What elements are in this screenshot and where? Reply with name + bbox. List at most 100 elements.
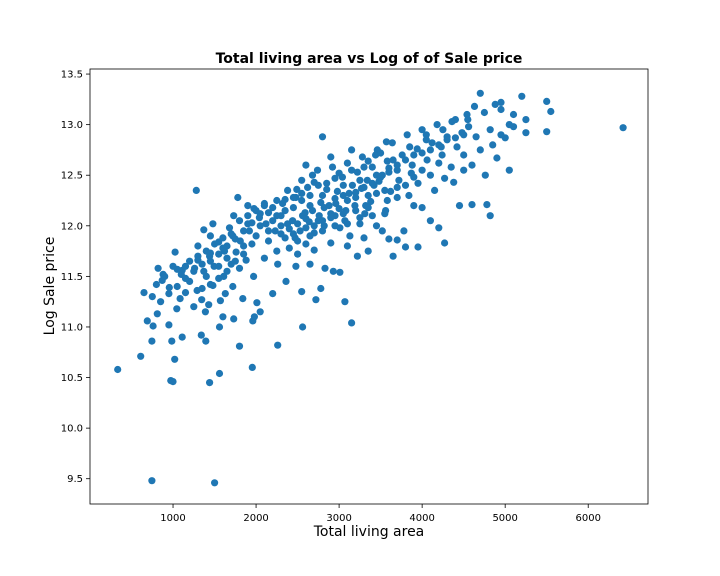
scatter-point [468, 201, 476, 209]
scatter-point [331, 174, 339, 182]
scatter-point [382, 138, 390, 146]
scatter-point [248, 363, 256, 371]
scatter-point [293, 185, 301, 193]
scatter-point [489, 141, 497, 149]
scatter-point [422, 136, 430, 144]
scatter-point [168, 337, 176, 345]
scatter-point [464, 116, 472, 124]
scatter-point [472, 133, 480, 141]
scatter-point [317, 284, 325, 293]
scatter-point [393, 236, 401, 244]
scatter-point [339, 191, 347, 200]
scatter-point [232, 248, 240, 256]
scatter-point [230, 315, 238, 323]
scatter-point [383, 157, 391, 165]
scatter-point [336, 268, 344, 276]
scatter-point [225, 224, 234, 232]
y-tick-label: 12.5 [61, 171, 83, 182]
scatter-point [215, 262, 223, 270]
scatter-point [206, 232, 214, 240]
scatter-point [393, 166, 401, 174]
x-tick-label: 3000 [326, 513, 351, 524]
scatter-point [352, 207, 360, 215]
scatter-point [323, 179, 331, 187]
scatter-point [522, 116, 530, 124]
scatter-point [328, 163, 337, 171]
scatter-point [205, 301, 213, 309]
scatter-point [285, 244, 293, 252]
scatter-point [302, 224, 310, 232]
scatter-point [298, 288, 306, 296]
scatter-point [169, 378, 177, 386]
scatter-point [339, 210, 347, 218]
scatter-point [401, 243, 410, 251]
scatter-point [181, 289, 190, 297]
scatter-point [395, 176, 403, 184]
scatter-point [165, 321, 173, 329]
scatter-point [194, 256, 202, 264]
scatter-point [364, 191, 372, 200]
scatter-point [306, 260, 314, 268]
scatter-point [318, 191, 327, 200]
scatter-point [253, 299, 261, 307]
scatter-point [250, 313, 258, 321]
scatter-point [393, 193, 401, 202]
scatter-point [505, 166, 513, 174]
scatter-point [378, 227, 386, 235]
plot-frame [89, 68, 649, 505]
scatter-point [343, 159, 351, 167]
scatter-point [426, 171, 434, 179]
scatter-point [414, 243, 422, 251]
scatter-point [438, 151, 446, 159]
scatter-point [335, 205, 343, 213]
scatter-point [277, 222, 285, 230]
scatter-point [231, 235, 239, 243]
scatter-point [509, 123, 518, 131]
scatter-point [368, 212, 376, 220]
scatter-point [219, 234, 227, 242]
scatter-point [360, 234, 368, 242]
scatter-point [327, 153, 335, 161]
scatter-point [240, 242, 248, 250]
scatter-point [137, 352, 145, 360]
scatter-point [294, 220, 302, 228]
scatter-point [165, 290, 173, 298]
scatter-point [401, 181, 410, 189]
y-tick-label: 9.5 [67, 474, 83, 485]
scatter-point [248, 219, 256, 227]
scatter-point [152, 280, 160, 289]
scatter-point [364, 157, 372, 165]
scatter-point [418, 166, 426, 174]
scatter-point [308, 207, 317, 215]
x-tick-label: 1000 [160, 513, 185, 524]
scatter-point [318, 133, 327, 141]
scatter-point [302, 161, 310, 169]
scatter-point [298, 196, 306, 205]
scatter-point [348, 146, 356, 154]
scatter-point [543, 97, 551, 105]
scatter-point [148, 293, 156, 301]
scatter-point [181, 262, 190, 270]
scatter-point [372, 222, 381, 230]
scatter-point [143, 317, 151, 325]
scatter-point [157, 298, 165, 306]
scatter-point [483, 201, 491, 209]
scatter-point [235, 342, 244, 350]
y-tick-label: 10.5 [61, 373, 83, 384]
scatter-point [216, 297, 224, 305]
scatter-point [235, 264, 244, 272]
scatter-point [451, 116, 459, 124]
scatter-point [194, 242, 202, 250]
scatter-point [231, 257, 239, 265]
scatter-point [234, 193, 242, 202]
scatter-point [455, 202, 464, 210]
y-tick-label: 13.0 [61, 120, 83, 131]
scatter-point [335, 169, 343, 177]
scatter-point [310, 246, 318, 254]
scatter-point [215, 274, 223, 282]
scatter-point [256, 308, 264, 316]
scatter-point [256, 222, 264, 230]
scatter-point [418, 149, 426, 157]
scatter-point [281, 195, 289, 204]
scatter-point [547, 107, 555, 116]
